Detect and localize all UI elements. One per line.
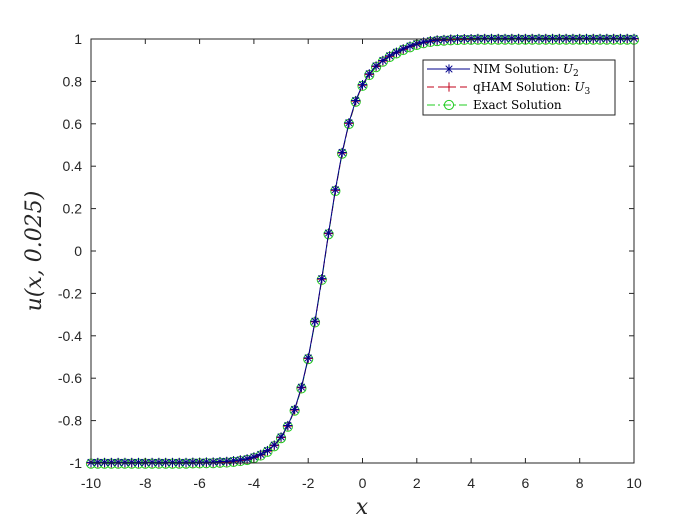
- data-point: [269, 440, 279, 450]
- data-point: [405, 41, 415, 51]
- y-tick-labels: 1 0.8 0.6 0.4 0.2 0 -0.2 -0.4 -0.6 -0.8 -1: [58, 31, 82, 471]
- data-point: [222, 456, 232, 466]
- data-point: [290, 404, 300, 414]
- data-point: [554, 33, 564, 43]
- x-tick-label: -10: [81, 475, 101, 491]
- data-point: [242, 454, 252, 464]
- ticks-layer: [90, 38, 635, 464]
- data-point: [323, 228, 334, 238]
- x-tick-label: 0: [359, 475, 367, 491]
- data-point: [385, 51, 395, 61]
- y-tick-label: 1: [74, 31, 82, 47]
- y-tick-label: 0.2: [63, 201, 83, 217]
- data-point: [364, 69, 374, 79]
- data-point: [296, 382, 307, 392]
- y-tick-label: 0.4: [63, 158, 83, 174]
- data-point: [208, 457, 218, 467]
- data-point: [527, 33, 537, 43]
- legend-marker: [444, 64, 454, 74]
- x-tick-labels: -10 -8 -6 -4 -2 0 2 4 6 8 10: [81, 475, 642, 491]
- data-point: [174, 457, 184, 467]
- y-tick-label: -0.4: [58, 328, 82, 344]
- legend-label: Exact Solution: [473, 98, 562, 112]
- data-point: [547, 33, 558, 43]
- data-point: [330, 185, 340, 195]
- legend-entry: NIM Solution: U2: [427, 62, 579, 79]
- data-point: [262, 445, 273, 456]
- legend-entry: qHAM Solution: U3: [427, 80, 591, 97]
- y-axis-label: u(x, 0.025): [22, 191, 47, 312]
- x-tick-label: 6: [522, 475, 530, 491]
- legend-label: qHAM Solution: U3: [473, 80, 591, 97]
- x-tick-label: 2: [413, 475, 421, 491]
- data-point: [480, 33, 490, 43]
- data-point: [127, 457, 137, 467]
- data-point: [310, 316, 320, 326]
- data-point: [337, 147, 347, 158]
- x-tick-label: -4: [248, 475, 261, 491]
- x-tick-label: -8: [139, 475, 152, 491]
- data-point: [351, 95, 361, 106]
- x-tick-label: -2: [302, 475, 315, 491]
- data-point: [344, 118, 354, 128]
- data-point: [303, 353, 313, 363]
- data-point: [378, 55, 388, 66]
- y-tick-label: 0: [74, 243, 82, 259]
- legend-marker: [443, 99, 455, 111]
- series-0: [86, 33, 639, 467]
- data-point: [99, 457, 110, 467]
- y-tick-label: -1: [70, 455, 83, 471]
- x-tick-label: 4: [467, 475, 475, 491]
- legend-marker: [444, 82, 454, 92]
- x-tick-label: 8: [576, 475, 584, 491]
- x-tick-label: 10: [626, 475, 642, 491]
- data-point: [581, 33, 592, 43]
- y-tick-label: 0.6: [63, 116, 83, 132]
- data-point: [228, 456, 239, 466]
- data-point: [588, 33, 598, 43]
- x-tick-label: -6: [193, 475, 206, 491]
- data-point: [120, 457, 130, 467]
- y-tick-label: 0.8: [63, 73, 83, 89]
- data-point: [276, 432, 286, 442]
- data-point: [256, 449, 266, 459]
- legend-label: NIM Solution: U2: [473, 62, 579, 79]
- data-point: [425, 36, 435, 46]
- x-axis-label: x: [356, 495, 369, 520]
- data-point: [398, 44, 408, 54]
- data-point: [181, 457, 191, 467]
- data-point: [514, 33, 524, 43]
- data-point: [371, 61, 381, 71]
- data-point: [391, 47, 402, 57]
- data-point: [615, 33, 626, 43]
- legend-entry: Exact Solution: [427, 98, 562, 112]
- data-point: [357, 80, 368, 90]
- data-point: [317, 273, 327, 284]
- data-point: [283, 420, 293, 431]
- y-tick-label: -0.8: [58, 413, 82, 429]
- y-tick-label: -0.6: [58, 370, 82, 386]
- y-tick-label: -0.2: [58, 285, 82, 301]
- data-point: [534, 33, 544, 43]
